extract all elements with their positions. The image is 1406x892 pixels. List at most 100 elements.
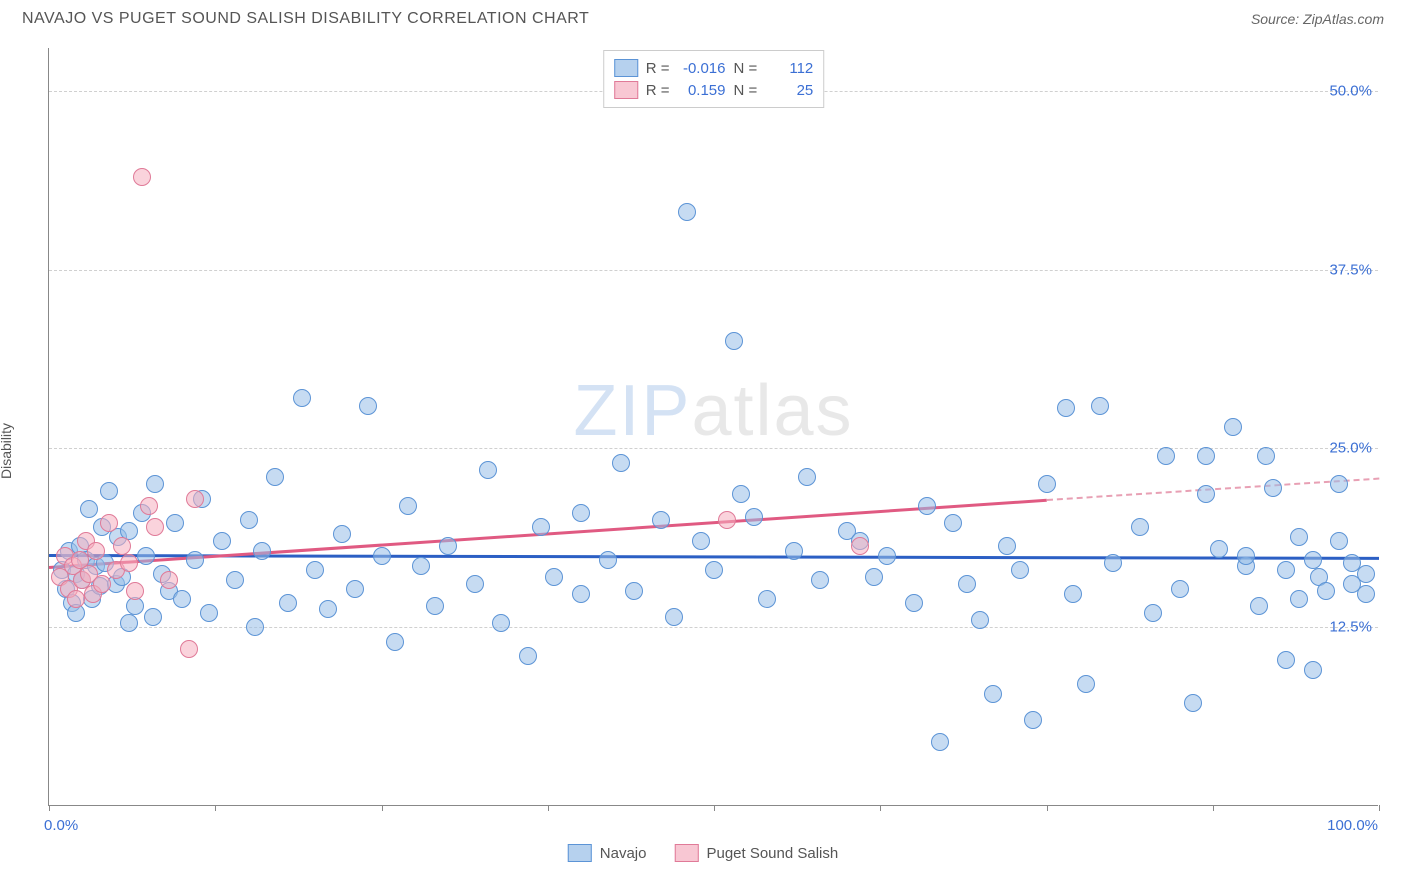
data-point bbox=[140, 497, 158, 515]
data-point bbox=[133, 168, 151, 186]
data-point bbox=[200, 604, 218, 622]
watermark-zip: ZIP bbox=[573, 371, 691, 451]
r-label: R = bbox=[646, 60, 670, 77]
y-tick-label: 25.0% bbox=[1329, 440, 1372, 457]
data-point bbox=[1038, 475, 1056, 493]
data-point bbox=[173, 590, 191, 608]
data-point bbox=[1077, 675, 1095, 693]
data-point bbox=[572, 585, 590, 603]
data-point bbox=[1304, 661, 1322, 679]
data-point bbox=[87, 542, 105, 560]
data-point bbox=[811, 571, 829, 589]
data-point bbox=[1257, 447, 1275, 465]
data-point bbox=[1131, 518, 1149, 536]
data-point bbox=[851, 537, 869, 555]
data-point bbox=[333, 525, 351, 543]
watermark: ZIPatlas bbox=[573, 370, 853, 452]
data-point bbox=[599, 551, 617, 569]
data-point bbox=[1104, 554, 1122, 572]
data-point bbox=[665, 608, 683, 626]
grid-line bbox=[49, 270, 1378, 271]
chart-title: NAVAJO VS PUGET SOUND SALISH DISABILITY … bbox=[22, 10, 589, 28]
data-point bbox=[1237, 547, 1255, 565]
data-point bbox=[905, 594, 923, 612]
data-point bbox=[971, 611, 989, 629]
data-point bbox=[1011, 561, 1029, 579]
data-point bbox=[785, 542, 803, 560]
data-point bbox=[1024, 711, 1042, 729]
data-point bbox=[1224, 418, 1242, 436]
data-point bbox=[1197, 485, 1215, 503]
data-point bbox=[1171, 580, 1189, 598]
data-point bbox=[137, 547, 155, 565]
data-point bbox=[625, 582, 643, 600]
y-tick-label: 37.5% bbox=[1329, 261, 1372, 278]
swatch-navajo bbox=[568, 844, 592, 862]
data-point bbox=[479, 461, 497, 479]
data-point bbox=[1330, 532, 1348, 550]
data-point bbox=[1197, 447, 1215, 465]
data-point bbox=[798, 468, 816, 486]
legend-item-salish: Puget Sound Salish bbox=[674, 844, 838, 862]
n-label: N = bbox=[734, 60, 758, 77]
data-point bbox=[359, 397, 377, 415]
data-point bbox=[293, 389, 311, 407]
x-tick bbox=[714, 805, 715, 811]
data-point bbox=[346, 580, 364, 598]
data-point bbox=[758, 590, 776, 608]
data-point bbox=[1210, 540, 1228, 558]
data-point bbox=[1304, 551, 1322, 569]
data-point bbox=[226, 571, 244, 589]
data-point bbox=[253, 542, 271, 560]
data-point bbox=[1057, 399, 1075, 417]
data-point bbox=[944, 514, 962, 532]
data-point bbox=[678, 203, 696, 221]
r-label: R = bbox=[646, 82, 670, 99]
data-point bbox=[439, 537, 457, 555]
data-point bbox=[166, 514, 184, 532]
data-point bbox=[120, 614, 138, 632]
y-tick-label: 12.5% bbox=[1329, 619, 1372, 636]
data-point bbox=[146, 518, 164, 536]
x-tick bbox=[215, 805, 216, 811]
x-tick bbox=[1047, 805, 1048, 811]
data-point bbox=[373, 547, 391, 565]
data-point bbox=[246, 618, 264, 636]
data-point bbox=[279, 594, 297, 612]
chart-container: Disability ZIPatlas R = -0.016 N = 112 R… bbox=[0, 36, 1406, 866]
data-point bbox=[652, 511, 670, 529]
x-tick bbox=[49, 805, 50, 811]
data-point bbox=[984, 685, 1002, 703]
data-point bbox=[213, 532, 231, 550]
data-point bbox=[240, 511, 258, 529]
data-point bbox=[572, 504, 590, 522]
x-axis-max-label: 100.0% bbox=[1327, 817, 1378, 834]
data-point bbox=[958, 575, 976, 593]
legend-label-navajo: Navajo bbox=[600, 845, 647, 862]
data-point bbox=[718, 511, 736, 529]
data-point bbox=[412, 557, 430, 575]
data-point bbox=[1357, 565, 1375, 583]
data-point bbox=[1250, 597, 1268, 615]
r-value-salish: 0.159 bbox=[678, 82, 726, 99]
data-point bbox=[1144, 604, 1162, 622]
data-point bbox=[732, 485, 750, 503]
data-point bbox=[1184, 694, 1202, 712]
data-point bbox=[492, 614, 510, 632]
data-point bbox=[100, 482, 118, 500]
legend-label-salish: Puget Sound Salish bbox=[706, 845, 838, 862]
data-point bbox=[931, 733, 949, 751]
data-point bbox=[386, 633, 404, 651]
data-point bbox=[319, 600, 337, 618]
x-tick bbox=[548, 805, 549, 811]
data-point bbox=[466, 575, 484, 593]
data-point bbox=[426, 597, 444, 615]
data-point bbox=[725, 332, 743, 350]
data-point bbox=[865, 568, 883, 586]
watermark-atlas: atlas bbox=[691, 371, 853, 451]
data-point bbox=[1330, 475, 1348, 493]
x-tick bbox=[382, 805, 383, 811]
data-point bbox=[186, 551, 204, 569]
data-point bbox=[878, 547, 896, 565]
data-point bbox=[705, 561, 723, 579]
